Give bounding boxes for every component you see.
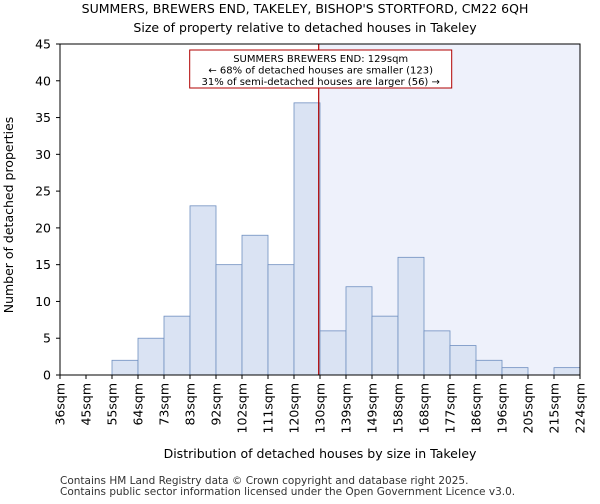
bar-111sqm	[267, 264, 295, 376]
y-tick-label-15: 15	[35, 257, 51, 272]
x-tick-label-130sqm: 130sqm	[313, 383, 328, 433]
chart-subtitle: Size of property relative to detached ho…	[133, 20, 477, 35]
x-tick-label-45sqm: 45sqm	[79, 383, 94, 426]
x-tick-label-73sqm: 73sqm	[157, 383, 172, 426]
x-tick-label-149sqm: 149sqm	[365, 383, 380, 433]
y-axis-label: Number of detached properties	[1, 117, 16, 314]
bar-158sqm	[397, 256, 425, 376]
bar-130sqm	[319, 330, 347, 376]
bar-149sqm	[371, 315, 399, 376]
plot-area: 0 5 10 15 20 25 30 35 40 45 36sqm 45sqm 55sqm 64sqm 73…	[35, 37, 587, 434]
x-axis-label: Distribution of detached houses by size …	[164, 446, 477, 461]
bar-215sqm	[553, 367, 581, 376]
bar-83sqm	[189, 205, 217, 376]
footer-line-1: Contains HM Land Registry data © Crown c…	[60, 475, 468, 487]
x-tick-label-168sqm: 168sqm	[417, 383, 432, 433]
bar-102sqm	[241, 234, 269, 376]
x-tick-label-92sqm: 92sqm	[209, 383, 224, 426]
x-tick-label-83sqm: 83sqm	[183, 383, 198, 426]
x-tick-label-64sqm: 64sqm	[131, 383, 146, 426]
chart-title: SUMMERS, BREWERS END, TAKELEY, BISHOP'S …	[82, 1, 529, 16]
bar-196sqm	[501, 367, 529, 376]
annotation-line-2: ← 68% of detached houses are smaller (12…	[208, 66, 433, 77]
x-tick-label-102sqm: 102sqm	[235, 383, 250, 433]
annotation-box	[189, 49, 453, 89]
y-tick-label-10: 10	[35, 294, 51, 309]
bar-139sqm	[345, 286, 373, 376]
bar-73sqm	[163, 315, 191, 376]
y-tick-label-5: 5	[43, 331, 51, 346]
bar-64sqm	[137, 337, 165, 376]
x-tick-label-158sqm: 158sqm	[391, 383, 406, 433]
x-tick-label-177sqm: 177sqm	[443, 383, 458, 433]
y-tick-label-20: 20	[35, 220, 51, 235]
x-tick-label-196sqm: 196sqm	[495, 383, 510, 433]
y-tick-label-35: 35	[35, 110, 51, 125]
bar-186sqm	[475, 359, 503, 376]
annotation-line-1: SUMMERS BREWERS END: 129sqm	[233, 54, 408, 65]
x-tick-label-224sqm: 224sqm	[573, 383, 588, 433]
y-tick-label-40: 40	[35, 73, 51, 88]
x-tick-label-215sqm: 215sqm	[547, 383, 562, 433]
bar-177sqm	[449, 345, 477, 376]
y-tick-label-0: 0	[43, 368, 51, 383]
x-tick-label-205sqm: 205sqm	[521, 383, 536, 433]
x-tick-label-186sqm: 186sqm	[469, 383, 484, 433]
x-tick-label-120sqm: 120sqm	[287, 383, 302, 433]
x-tick-label-139sqm: 139sqm	[339, 383, 354, 433]
bar-120sqm	[293, 102, 321, 376]
y-tick-label-30: 30	[35, 147, 51, 162]
x-tick-label-36sqm: 36sqm	[53, 383, 68, 426]
bar-168sqm	[423, 330, 451, 376]
footer-line-2: Contains public sector information licen…	[60, 486, 515, 498]
bar-92sqm	[215, 264, 243, 376]
y-tick-label-45: 45	[35, 37, 51, 52]
bar-55sqm	[111, 359, 139, 376]
x-tick-label-111sqm: 111sqm	[261, 383, 276, 433]
x-tick-label-55sqm: 55sqm	[105, 383, 120, 426]
y-tick-label-25: 25	[35, 184, 51, 199]
annotation-line-3: 31% of semi-detached houses are larger (…	[202, 77, 440, 88]
